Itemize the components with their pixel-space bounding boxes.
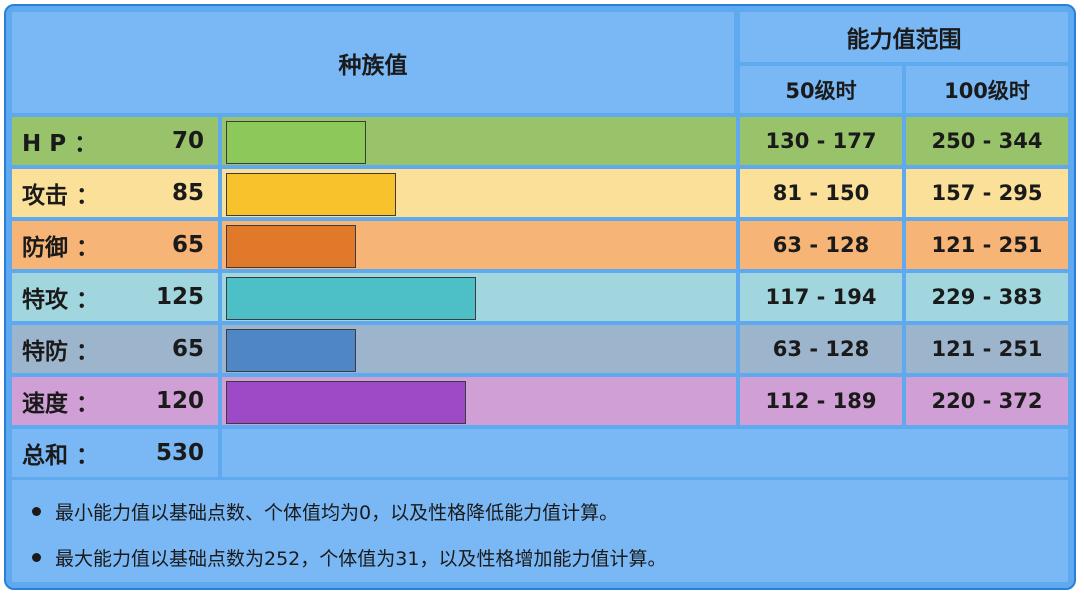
total-label-cell: 总和 ： 530 [12,429,218,477]
stat-value: 85 [171,180,204,206]
stat-name: 特防 ： [22,339,100,365]
stat-bar [226,329,356,372]
stat-bar-cell [222,117,736,165]
stat-name: 防御 ： [22,235,100,261]
range-lv100-cell: 250 - 344 [906,117,1068,165]
stat-value: 120 [155,388,204,414]
note-max-text: 最大能力值以基础点数为252，个体值为31，以及性格增加能力值计算。 [55,548,667,570]
range-lv50-cell: 112 - 189 [740,377,902,425]
bullet-icon [32,507,41,516]
range-lv50-cell: 63 - 128 [740,325,902,373]
stat-label-cell: 攻击 ： 85 [12,169,218,217]
stat-value: 70 [171,128,204,154]
note-min: 最小能力值以基础点数、个体值均为0，以及性格降低能力值计算。 [32,498,618,525]
stat-label-cell: 特防 ： 65 [12,325,218,373]
range-lv100-cell: 121 - 251 [906,325,1068,373]
total-name: 总和 ： [22,443,100,469]
range-lv100-cell: 229 - 383 [906,273,1068,321]
stat-label-cell: H P ： 70 [12,117,218,165]
stat-bar-cell [222,377,736,425]
stat-name: H P ： [22,131,98,157]
range-lv50-cell: 63 - 128 [740,221,902,269]
note-min-text: 最小能力值以基础点数、个体值均为0，以及性格降低能力值计算。 [55,502,619,524]
stat-name: 攻击 ： [22,183,100,209]
stat-value: 65 [171,232,204,258]
stat-range-header: 能力值范围 [740,12,1068,62]
level-100-header: 100级时 [906,66,1068,113]
notes-panel: 最小能力值以基础点数、个体值均为0，以及性格降低能力值计算。 最大能力值以基础点… [12,480,1068,582]
range-lv50-cell: 117 - 194 [740,273,902,321]
stat-name: 速度 ： [22,391,100,417]
stat-bar-cell [222,325,736,373]
total-value: 530 [155,440,204,466]
stat-bar [226,225,356,268]
stat-value: 125 [155,284,204,310]
range-lv50-cell: 81 - 150 [740,169,902,217]
stat-bar-cell [222,221,736,269]
total-empty-cell [222,429,1068,477]
bullet-icon [32,553,41,562]
range-lv100-cell: 121 - 251 [906,221,1068,269]
stat-name: 特攻 ： [22,287,100,313]
stat-bar-cell [222,273,736,321]
level-50-header: 50级时 [740,66,902,113]
range-lv100-cell: 220 - 372 [906,377,1068,425]
stat-bar [226,173,396,216]
stat-bar [226,121,366,164]
stat-label-cell: 防御 ： 65 [12,221,218,269]
stats-table: 种族值 能力值范围 50级时 100级时 H P ： 70 130 - 177 250… [4,4,1076,590]
stat-value: 65 [171,336,204,362]
stat-bar [226,277,476,320]
base-stats-header: 种族值 [12,12,734,113]
stat-label-cell: 特攻 ： 125 [12,273,218,321]
stat-bar-cell [222,169,736,217]
stat-bar [226,381,466,424]
stat-label-cell: 速度 ： 120 [12,377,218,425]
range-lv100-cell: 157 - 295 [906,169,1068,217]
note-max: 最大能力值以基础点数为252，个体值为31，以及性格增加能力值计算。 [32,544,666,571]
range-lv50-cell: 130 - 177 [740,117,902,165]
